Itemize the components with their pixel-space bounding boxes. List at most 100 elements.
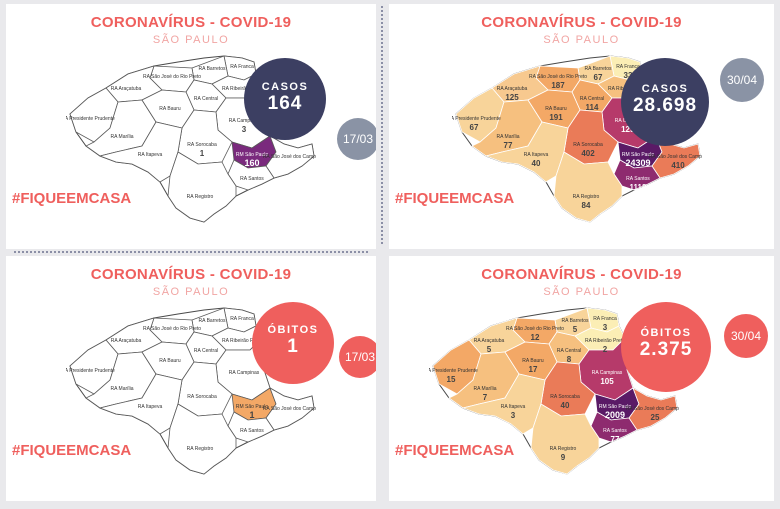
region-label-sjrp: RA São José do Rio Preto	[143, 326, 201, 332]
region-value-barretos: 5	[573, 325, 578, 334]
panel-title: CORONAVÍRUS - COVID-19	[90, 266, 292, 283]
region-label-registro: RA Registro	[187, 194, 214, 200]
region-label-registro: RA Registro	[550, 446, 577, 452]
region-label-santos: RA Santos	[603, 428, 627, 434]
region-value-santos: 77	[611, 435, 620, 444]
region-label-santos: RA Santos	[240, 176, 264, 182]
region-value-kapeva: 3	[511, 411, 516, 420]
region-label-bauru: RA Bauru	[522, 358, 544, 364]
region-label-barretos: RA Barretos	[199, 318, 226, 324]
region-value-kapeva: 40	[532, 159, 541, 168]
region-label-kapeva: RA Itapeva	[138, 152, 163, 158]
region-label-sorocaba: RA Sorocaba	[573, 142, 603, 148]
panel-cases-3004: CORONAVÍRUS - COVID-19 SÃO PAULO RA Fran…	[389, 4, 774, 249]
horizontal-divider	[14, 251, 368, 253]
region-sjc	[265, 135, 315, 179]
region-value-bauru: 17	[529, 365, 538, 374]
region-label-rp: RA Ribeirão Preto	[222, 86, 262, 92]
region-label-registro: RA Registro	[187, 446, 214, 452]
watermark-logo: SÃO CARLOS agora	[626, 446, 718, 487]
region-label-campinas: RA Campinas	[229, 118, 260, 124]
panel-title: CORONAVÍRUS - COVID-19	[90, 14, 292, 31]
region-label-pp: RA Presidente Prudente	[429, 368, 478, 374]
region-kapeva	[461, 373, 546, 435]
region-value-rmsp: 160	[244, 158, 259, 168]
region-kapeva	[98, 121, 183, 183]
sao-paulo-map: RA Franca RA Barretos RA São José do Rio P…	[66, 307, 316, 475]
region-label-kapeva: RA Itapeva	[501, 404, 526, 410]
region-label-marilia: RA Marília	[496, 134, 519, 140]
hashtag: #FIQUEEMCASA	[12, 190, 132, 207]
panel-subtitle: SÃO PAULO	[543, 286, 620, 298]
region-value-pp: 15	[447, 375, 456, 384]
panel-cases-1703: CORONAVÍRUS - COVID-19 SÃO PAULO RA Fran…	[6, 4, 376, 249]
deaths-bubble: ÓBITOS 1	[252, 302, 334, 384]
region-label-central: RA Central	[557, 348, 581, 354]
region-label-sjc: RA São José dos Campos	[263, 154, 316, 160]
region-value-registro: 84	[582, 201, 591, 210]
region-label-rmsp: RM São Paulo	[236, 152, 268, 158]
region-label-franca: RA Franca	[230, 64, 254, 70]
region-value-rmsp: 24309	[625, 158, 650, 168]
region-label-franca: RA Franca	[593, 316, 617, 322]
date-badge: 17/03	[337, 118, 376, 160]
region-registro	[553, 151, 623, 223]
region-label-sorocaba: RA Sorocaba	[187, 394, 217, 400]
region-label-santos: RA Santos	[626, 176, 650, 182]
cases-bubble: CASOS 164	[244, 58, 326, 140]
region-label-araca: RA Araçatuba	[497, 86, 528, 92]
region-label-rp: RA Ribeirão Preto	[222, 338, 262, 344]
region-label-kapeva: RA Itapeva	[524, 152, 549, 158]
region-label-bauru: RA Bauru	[545, 106, 567, 112]
region-value-sorocaba: 402	[581, 149, 595, 158]
hashtag: #FIQUEEMCASA	[395, 442, 515, 459]
region-value-marilia: 7	[483, 393, 488, 402]
region-value-rmsp: 2009	[605, 410, 625, 420]
region-value-sorocaba: 40	[561, 401, 570, 410]
region-label-sjrp: RA São José do Rio Preto	[506, 326, 564, 332]
region-value-sjrp: 187	[551, 81, 565, 90]
region-label-sjrp: RA São José do Rio Preto	[143, 74, 201, 80]
region-label-pp: RA Presidente Prudente	[452, 116, 501, 122]
date-badge: 30/04	[724, 314, 768, 358]
region-label-pp: RA Presidente Prudente	[66, 368, 115, 374]
region-value-pp: 67	[470, 123, 479, 132]
region-label-sjrp: RA São José do Rio Preto	[529, 74, 587, 80]
region-value-araca: 125	[505, 93, 519, 102]
hashtag: #FIQUEEMCASA	[12, 442, 132, 459]
region-sjc	[265, 387, 315, 431]
region-label-araca: RA Araçatuba	[111, 86, 142, 92]
region-value-santos: 1118	[630, 183, 647, 192]
region-label-campinas: RA Campinas	[229, 370, 260, 376]
vertical-divider	[381, 6, 383, 244]
region-kapeva	[98, 373, 183, 435]
cases-bubble: CASOS 28.698	[621, 58, 709, 146]
region-value-sjc: 410	[671, 161, 685, 170]
panel-subtitle: SÃO PAULO	[152, 286, 230, 298]
region-value-barretos: 67	[594, 73, 603, 82]
region-label-santos: RA Santos	[240, 428, 264, 434]
region-label-sjc: RA São José dos Campos	[649, 154, 702, 160]
region-label-barretos: RA Barretos	[199, 66, 226, 72]
region-label-marilia: RA Marília	[110, 134, 133, 140]
region-kapeva	[484, 121, 569, 183]
region-value-campinas: 3	[242, 125, 247, 134]
region-value-rmsp: 1	[249, 410, 254, 420]
region-label-kapeva: RA Itapeva	[138, 404, 163, 410]
region-label-sjc: RA São José dos Campos	[626, 406, 679, 412]
region-label-marilia: RA Marília	[473, 386, 496, 392]
region-label-registro: RA Registro	[573, 194, 600, 200]
region-label-sorocaba: RA Sorocaba	[187, 142, 217, 148]
region-value-sjrp: 12	[531, 333, 540, 342]
region-value-franca: 3	[603, 323, 608, 332]
region-value-araca: 5	[487, 345, 492, 354]
deaths-bubble: ÓBITOS 2.375	[621, 302, 711, 392]
hashtag: #FIQUEEMCASA	[395, 190, 515, 207]
region-sjc	[628, 387, 678, 431]
region-label-central: RA Central	[194, 96, 218, 102]
region-label-marilia: RA Marília	[110, 386, 133, 392]
region-label-barretos: RA Barretos	[585, 66, 612, 72]
region-value-bauru: 191	[549, 113, 563, 122]
panel-deaths-1703: CORONAVÍRUS - COVID-19 SÃO PAULO RA Fran…	[6, 256, 376, 501]
